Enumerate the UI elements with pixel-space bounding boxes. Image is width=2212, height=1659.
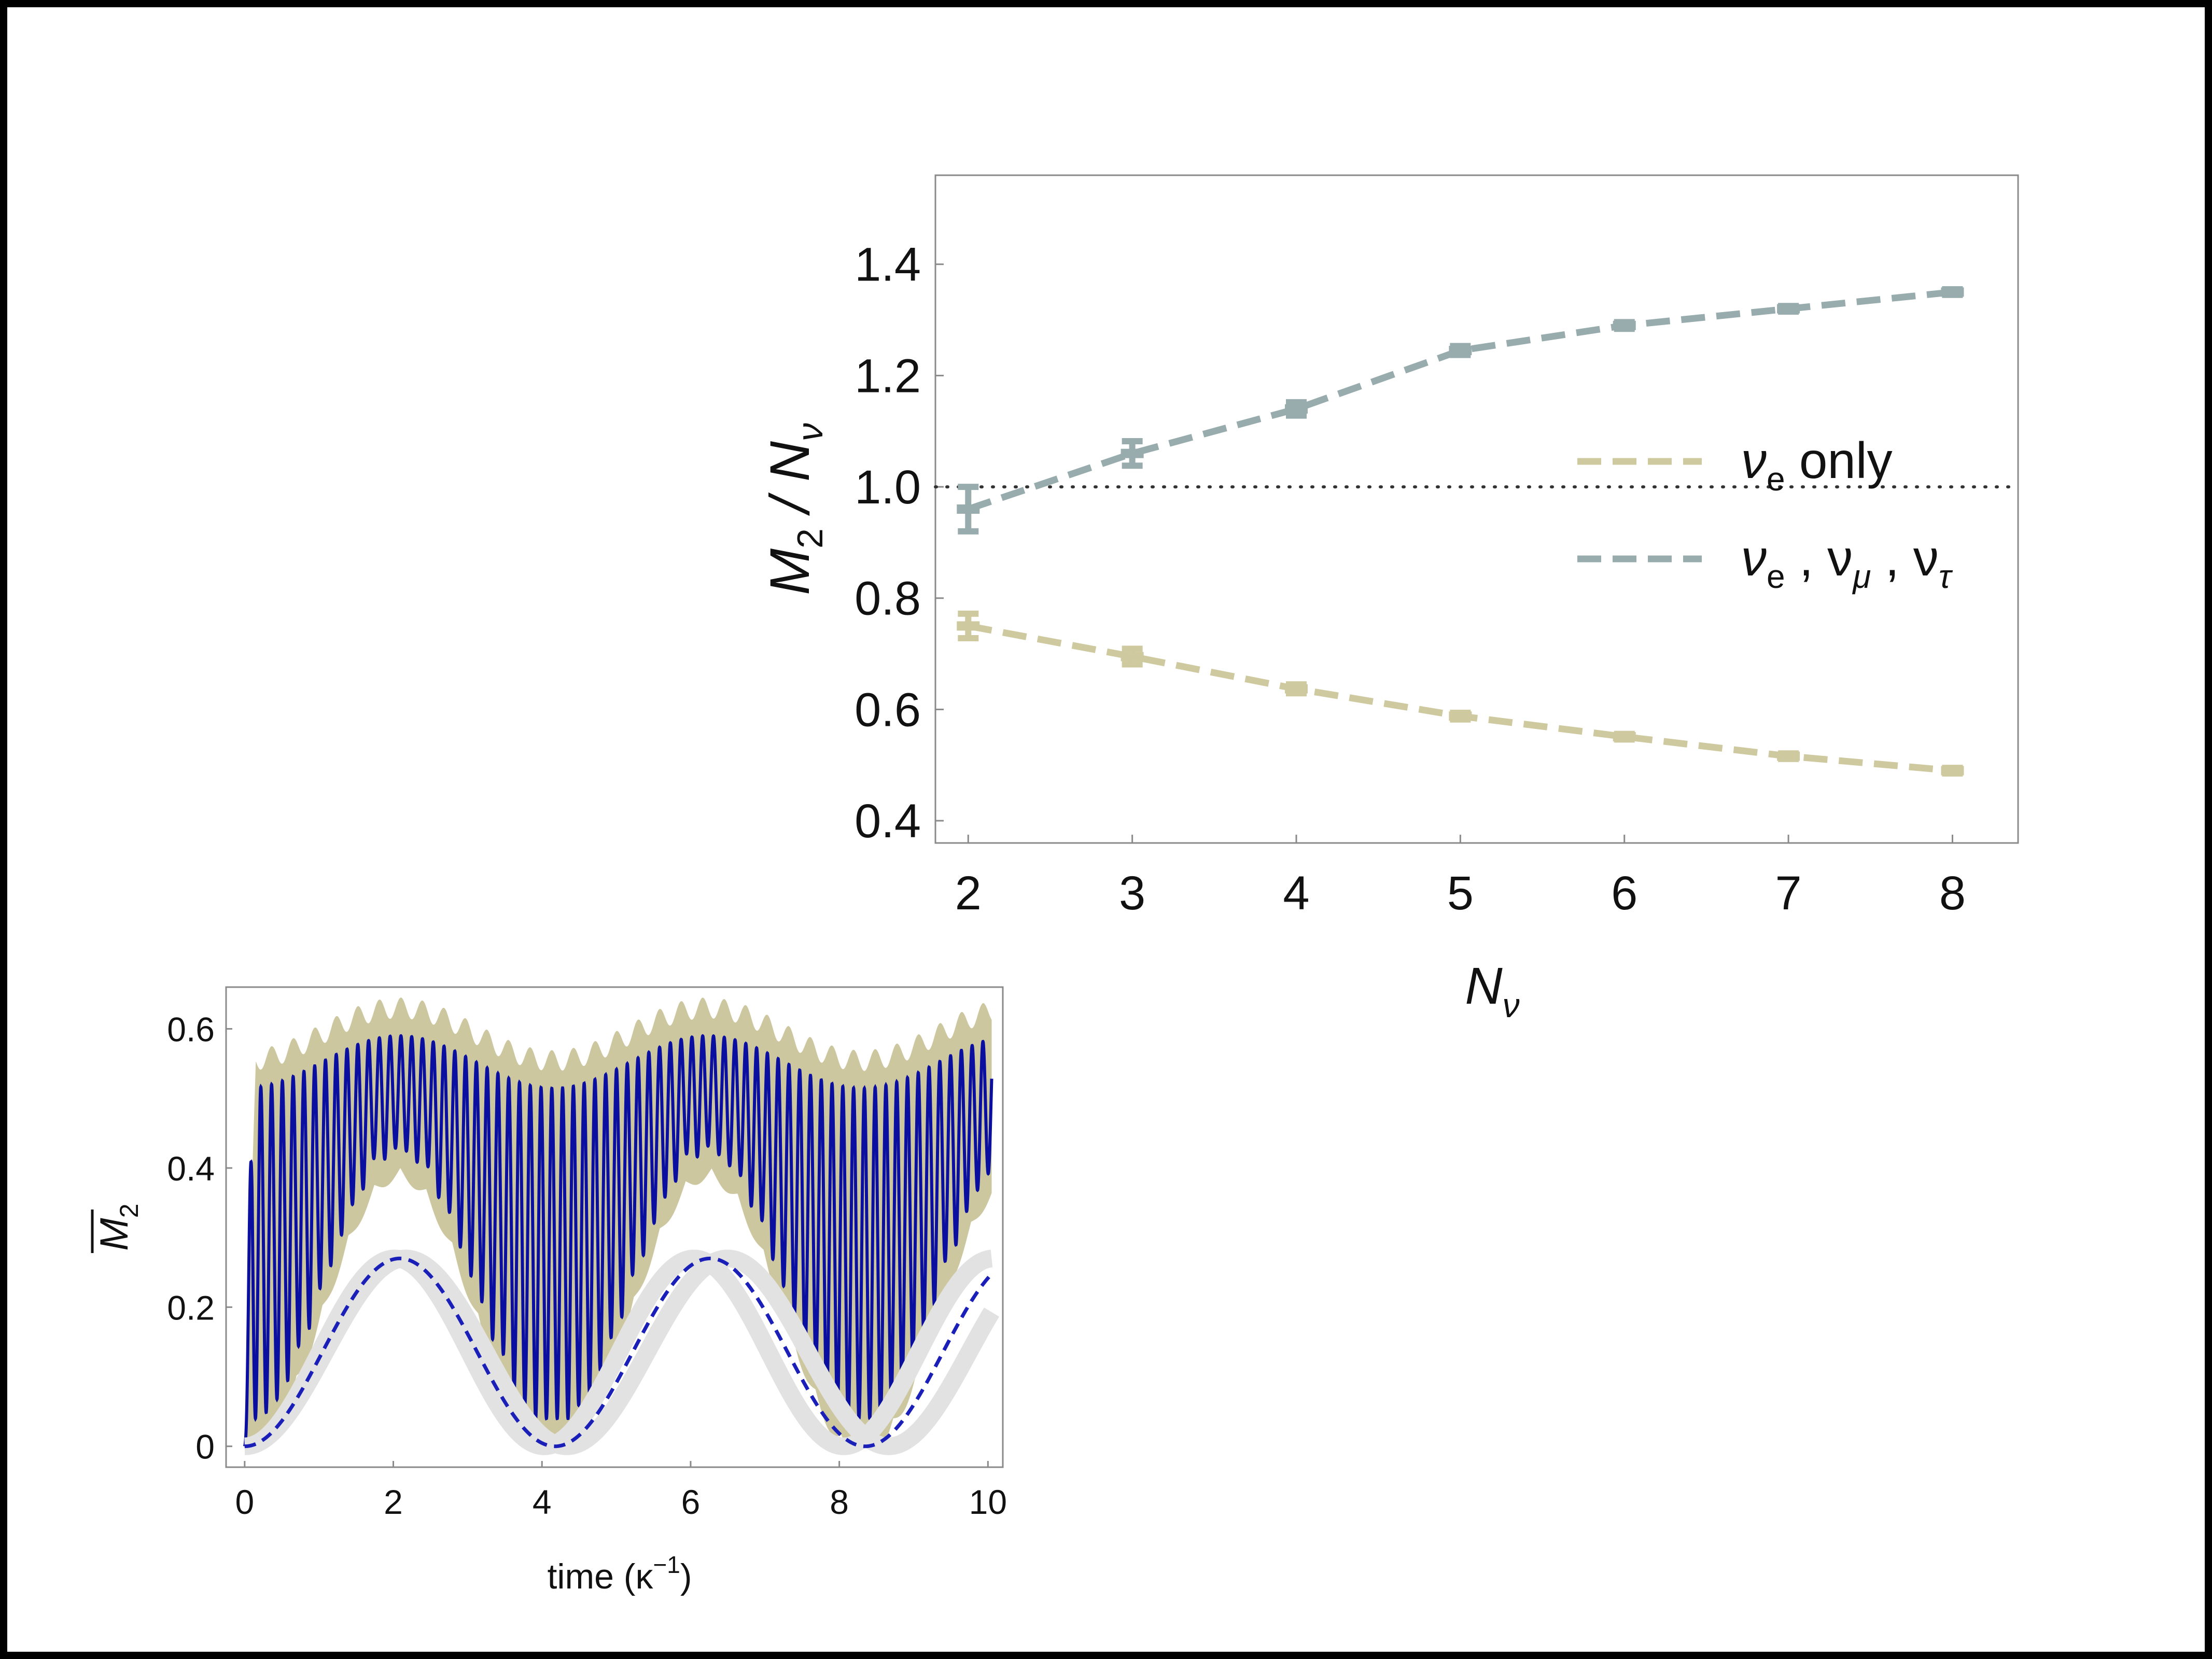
- data-point: [1449, 346, 1472, 356]
- data-point: [1121, 448, 1144, 458]
- data-point: [1941, 766, 1964, 776]
- dashed-slow-curve: [244, 1256, 993, 1449]
- error-bar: [1941, 765, 1964, 777]
- data-point: [957, 621, 980, 631]
- y-tick-label: 0.2: [167, 1288, 215, 1327]
- data-point: [1777, 751, 1800, 761]
- error-bar: [957, 484, 980, 535]
- error-bar: [1285, 681, 1308, 697]
- error-bar: [1941, 286, 1964, 298]
- legend-label: νe only: [1741, 432, 1893, 498]
- x-tick-label: 4: [1283, 867, 1309, 920]
- data-point: [1613, 732, 1636, 741]
- y-tick-label: 1.0: [855, 461, 921, 514]
- x-tick-label: 4: [533, 1483, 552, 1521]
- y-tick-label: 0.4: [167, 1149, 215, 1188]
- data-point: [1777, 304, 1800, 314]
- error-bar: [1121, 438, 1144, 469]
- x-tick-label: 10: [969, 1483, 1007, 1521]
- gray-band-lower: [244, 1249, 993, 1455]
- error-bar: [1613, 319, 1636, 332]
- blue-oscillation-line: [243, 1034, 993, 1447]
- x-tick-label: 7: [1775, 867, 1802, 920]
- y-axis-title: M2: [92, 1203, 144, 1250]
- x-tick-label: 2: [384, 1483, 403, 1521]
- plot-frame: [225, 986, 1004, 1468]
- y-tick-label: 0: [195, 1428, 215, 1466]
- error-bar: [1777, 750, 1800, 762]
- data-point: [1613, 320, 1636, 330]
- data-point: [957, 504, 980, 514]
- x-axis-title: time (κ−1): [547, 1551, 692, 1596]
- error-bar: [957, 610, 980, 642]
- y-tick-label: 1.4: [855, 238, 921, 291]
- x-tick-label: 6: [1611, 867, 1637, 920]
- data-point: [1121, 652, 1144, 662]
- y-tick-label: 0.4: [855, 795, 921, 848]
- x-tick-label: 3: [1119, 867, 1145, 920]
- data-point: [1449, 711, 1472, 721]
- slide: 0.4 0.6 0.8 1.0 1.2 1.4 2 3 4 5 6 7 8 νe only νe , νμ …: [7, 7, 2205, 1652]
- plot-frame: [934, 174, 2019, 844]
- x-tick-label: 5: [1447, 867, 1474, 920]
- x-tick-label: 8: [1939, 867, 1966, 920]
- data-point: [1285, 684, 1308, 694]
- error-bar: [1449, 343, 1472, 358]
- error-bar: [1449, 709, 1472, 723]
- x-axis-title: Nν: [1465, 957, 1519, 1024]
- error-bar: [1613, 730, 1636, 743]
- x-tick-label: 0: [235, 1483, 254, 1521]
- error-bar: [1121, 645, 1144, 668]
- y-axis-title: M2 / Nν: [758, 423, 830, 595]
- x-tick-label: 8: [830, 1483, 849, 1521]
- y-tick-label: 1.2: [855, 349, 921, 402]
- y-tick-label: 0.6: [855, 683, 921, 736]
- data-point: [1941, 287, 1964, 297]
- y-tick-label: 0.6: [167, 1010, 215, 1049]
- x-tick-label: 2: [955, 867, 982, 920]
- y-tick-label: 0.8: [855, 572, 921, 625]
- x-tick-label: 6: [681, 1483, 701, 1521]
- error-bar: [1777, 303, 1800, 315]
- data-point: [1285, 404, 1308, 414]
- time-evolution-chart: 0 0.2 0.4 0.6 0 2 4 6 8 10 time (κ−1) M2: [91, 986, 1007, 1596]
- flavor-ratio-chart: 0.4 0.6 0.8 1.0 1.2 1.4 2 3 4 5 6 7 8 νe only νe , νμ …: [758, 174, 2020, 1024]
- legend-label: νe , νμ , ντ: [1741, 529, 1953, 595]
- error-bar: [1285, 399, 1308, 419]
